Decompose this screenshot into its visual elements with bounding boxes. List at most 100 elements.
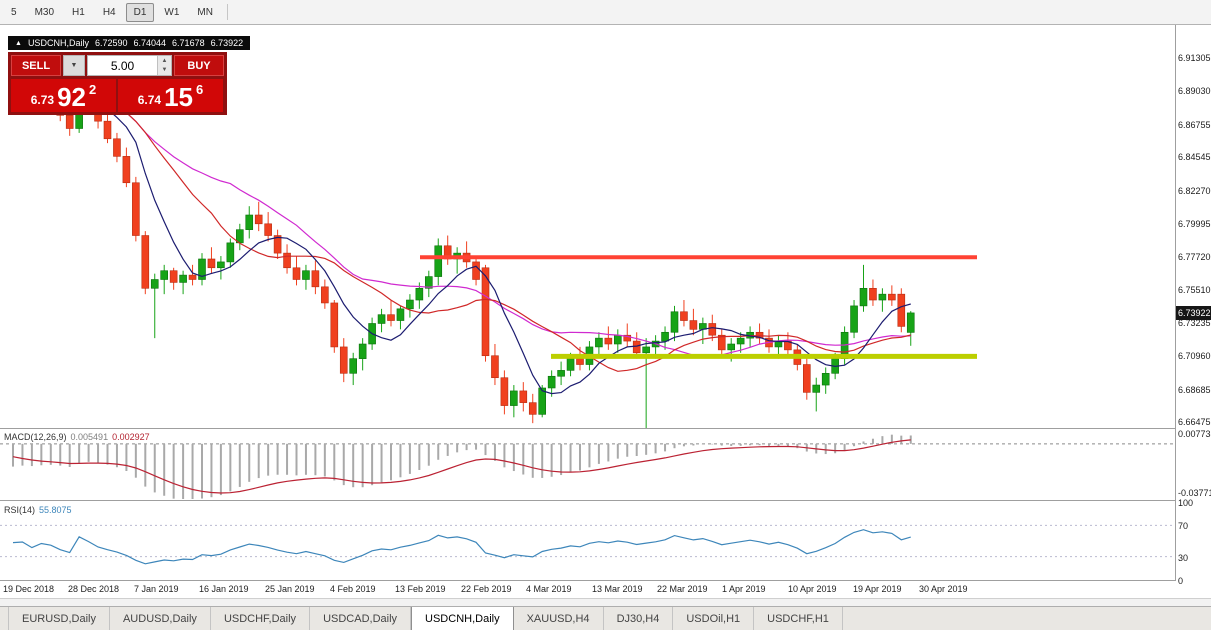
tab-usdcnh-daily[interactable]: USDCNH,Daily	[411, 607, 514, 630]
date-label: 13 Feb 2019	[395, 584, 446, 594]
timeframe-button-d1[interactable]: D1	[125, 2, 155, 22]
toolbar-separator	[226, 4, 228, 20]
chart-low: 6.71678	[172, 38, 205, 48]
price-axis-label: 6.66475	[1178, 417, 1211, 427]
date-label: 4 Feb 2019	[330, 584, 376, 594]
timeframe-button-m30[interactable]: M30	[34, 6, 55, 18]
chart-tabs: EURUSD,Daily AUDUSD,Daily USDCHF,Daily USDC…	[0, 606, 1211, 630]
price-chart[interactable]	[0, 30, 1176, 428]
tab-eurusd-daily[interactable]: EURUSD,Daily	[8, 607, 110, 630]
price-axis-label: 6.86755	[1178, 120, 1211, 130]
volume-input[interactable]: 5.00 ▲ ▼	[87, 55, 172, 76]
price-axis-label: 6.91305	[1178, 53, 1211, 63]
status-strip	[0, 598, 1211, 607]
date-label: 19 Apr 2019	[853, 584, 902, 594]
macd-main-value: 0.005491	[70, 432, 109, 442]
chart-symbol: USDCNH,Daily	[27, 38, 89, 48]
timeframe-button-h1[interactable]: H1	[72, 6, 85, 18]
rsi-name: RSI(14)	[4, 505, 36, 515]
macd-signal-line	[12, 439, 911, 494]
ma-medium-line	[12, 81, 911, 372]
rsi-axis-label: 100	[1178, 498, 1194, 508]
tab-usdoil-h1[interactable]: USDOil,H1	[673, 607, 755, 630]
collapse-icon[interactable]: ▲	[15, 39, 22, 47]
volume-decrease-button[interactable]: ▼	[161, 67, 168, 74]
panel-divider	[0, 580, 1211, 581]
tab-dj30-h4[interactable]: DJ30,H4	[604, 607, 674, 630]
tab-audusd-daily[interactable]: AUDUSD,Daily	[110, 607, 211, 630]
macd-panel[interactable]	[0, 430, 1176, 500]
macd-axis-min: -0.037714	[1178, 488, 1211, 498]
timeframe-button-w1[interactable]: W1	[164, 6, 180, 18]
date-label: 28 Dec 2018	[68, 584, 120, 594]
price-axis-label: 6.73235	[1178, 318, 1211, 328]
volume-spinner: ▲ ▼	[157, 56, 171, 75]
rsi-panel[interactable]	[0, 502, 1176, 580]
order-mode-dropdown[interactable]: ▼	[63, 55, 85, 76]
ask-big-figure: 6.74	[137, 93, 162, 107]
volume-value: 5.00	[110, 58, 135, 73]
tab-usdchf-h1[interactable]: USDCHF,H1	[754, 607, 843, 630]
rsi-axis-label: 70	[1178, 521, 1189, 531]
rsi-label: RSI(14) 55.8075	[4, 505, 72, 515]
sell-price-display[interactable]: 6.73 92 2	[11, 79, 116, 112]
tab-usdcad-daily[interactable]: USDCAD,Daily	[310, 607, 412, 630]
date-label: 30 Apr 2019	[919, 584, 968, 594]
ask-pips: 15	[164, 82, 194, 112]
price-axis-label: 6.82270	[1178, 186, 1211, 196]
ma-fast-line	[12, 81, 911, 395]
macd-histogram	[12, 434, 912, 499]
date-label: 19 Dec 2018	[3, 584, 55, 594]
date-label: 1 Apr 2019	[722, 584, 766, 594]
price-axis-label: 6.77720	[1178, 252, 1211, 262]
date-label: 22 Mar 2019	[657, 584, 708, 594]
axis-divider	[1175, 25, 1176, 598]
macd-label: MACD(12,26,9) 0.005491 0.002927	[4, 432, 150, 442]
one-click-trading-panel: SELL ▼ 5.00 ▲ ▼ BUY 6.73 92 2 6.74 15	[8, 52, 227, 115]
date-label: 25 Jan 2019	[265, 584, 315, 594]
bid-pips: 92	[57, 82, 87, 112]
buy-button[interactable]: BUY	[174, 55, 224, 76]
rsi-axis-label: 0	[1178, 576, 1184, 586]
date-label: 10 Apr 2019	[788, 584, 837, 594]
chart-high: 6.74044	[133, 38, 167, 48]
macd-signal-value: 0.002927	[112, 432, 150, 442]
tab-usdchf-daily[interactable]: USDCHF,Daily	[211, 607, 311, 630]
timeframe-toolbar: 5 M30 H1 H4 D1 W1 MN	[0, 0, 1211, 25]
current-price-badge: 6.73922	[1176, 306, 1211, 320]
timeframe-button-h4[interactable]: H4	[102, 6, 116, 18]
bid-big-figure: 6.73	[30, 93, 55, 107]
chart-title: ▲ USDCNH,Daily 6.72590 6.74044 6.71678 6…	[8, 36, 251, 50]
bid-pipette: 2	[89, 82, 97, 97]
panel-divider[interactable]	[0, 428, 1211, 429]
volume-increase-button[interactable]: ▲	[161, 57, 168, 64]
date-label: 4 Mar 2019	[526, 584, 572, 594]
ask-pipette: 6	[196, 82, 204, 97]
panel-divider[interactable]	[0, 500, 1211, 501]
timeframe-button-5[interactable]: 5	[11, 6, 17, 18]
price-axis-label: 6.84545	[1178, 152, 1211, 162]
time-axis[interactable]: 19 Dec 2018 28 Dec 2018 7 Jan 2019 16 Jan 2…	[0, 581, 1176, 598]
rsi-value: 55.8075	[39, 505, 72, 515]
chart-close: 6.73922	[210, 38, 244, 48]
timeframe-button-mn[interactable]: MN	[197, 6, 213, 18]
tab-xauusd-h4[interactable]: XAUUSD,H4	[514, 607, 604, 630]
rsi-axis-label: 30	[1178, 553, 1189, 563]
date-label: 13 Mar 2019	[592, 584, 643, 594]
rsi-line	[12, 529, 911, 565]
chart-open: 6.72590	[94, 38, 128, 48]
price-axis-label: 6.70960	[1178, 351, 1211, 361]
date-label: 7 Jan 2019	[134, 584, 179, 594]
macd-axis-max: 0.007738	[1178, 429, 1211, 439]
price-axis-label: 6.79995	[1178, 219, 1211, 229]
price-axis-label: 6.75510	[1178, 285, 1211, 295]
date-label: 22 Feb 2019	[461, 584, 512, 594]
sell-button[interactable]: SELL	[11, 55, 61, 76]
buy-price-display[interactable]: 6.74 15 6	[118, 79, 223, 112]
ma-slow-line	[12, 81, 911, 358]
price-axis[interactable]: 6.91305 6.89030 6.86755 6.84545 6.82270 6.799…	[1176, 25, 1211, 598]
macd-name: MACD(12,26,9)	[4, 432, 67, 442]
date-label: 16 Jan 2019	[199, 584, 249, 594]
chevron-down-icon: ▼	[70, 62, 78, 69]
